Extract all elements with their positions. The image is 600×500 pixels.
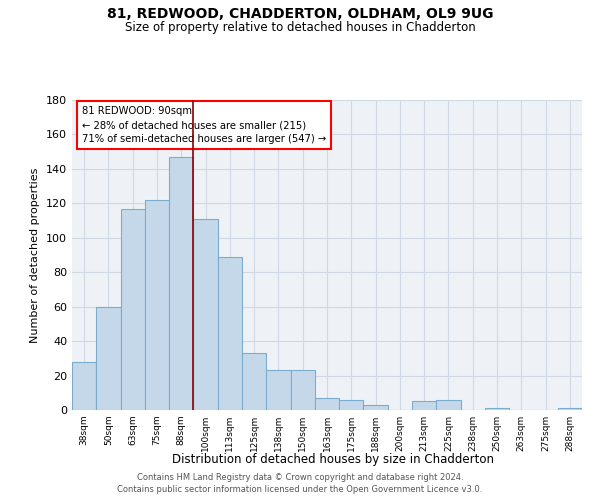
Y-axis label: Number of detached properties: Number of detached properties: [31, 168, 40, 342]
Bar: [412, 402, 436, 410]
Bar: [339, 400, 364, 410]
Text: Contains HM Land Registry data © Crown copyright and database right 2024.
Contai: Contains HM Land Registry data © Crown c…: [118, 472, 482, 494]
Bar: [364, 405, 388, 410]
Bar: [485, 408, 509, 410]
Bar: [290, 370, 315, 410]
Bar: [315, 398, 339, 410]
Bar: [169, 157, 193, 410]
Bar: [121, 208, 145, 410]
Bar: [242, 353, 266, 410]
Bar: [436, 400, 461, 410]
Bar: [266, 370, 290, 410]
Text: 81 REDWOOD: 90sqm
← 28% of detached houses are smaller (215)
71% of semi-detache: 81 REDWOOD: 90sqm ← 28% of detached hous…: [82, 106, 326, 144]
Bar: [558, 408, 582, 410]
Bar: [72, 362, 96, 410]
Text: 81, REDWOOD, CHADDERTON, OLDHAM, OL9 9UG: 81, REDWOOD, CHADDERTON, OLDHAM, OL9 9UG: [107, 8, 493, 22]
Bar: [96, 306, 121, 410]
Bar: [145, 200, 169, 410]
Bar: [218, 256, 242, 410]
Text: Size of property relative to detached houses in Chadderton: Size of property relative to detached ho…: [125, 21, 475, 34]
Bar: [193, 219, 218, 410]
Text: Distribution of detached houses by size in Chadderton: Distribution of detached houses by size …: [172, 452, 494, 466]
